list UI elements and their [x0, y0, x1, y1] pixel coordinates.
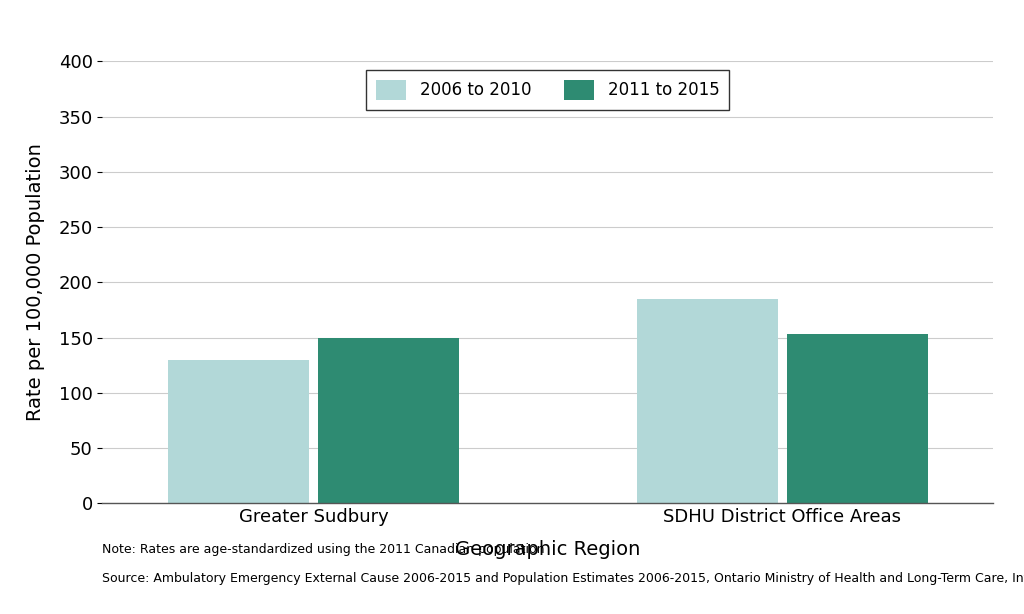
Text: Note: Rates are age-standardized using the 2011 Canadian population: Note: Rates are age-standardized using t…: [102, 543, 545, 556]
X-axis label: Geographic Region: Geographic Region: [455, 540, 641, 559]
Text: Source: Ambulatory Emergency External Cause 2006-2015 and Population Estimates 2: Source: Ambulatory Emergency External Ca…: [102, 572, 1024, 585]
Legend: 2006 to 2010, 2011 to 2015: 2006 to 2010, 2011 to 2015: [367, 70, 729, 110]
Bar: [787, 335, 928, 503]
Bar: [637, 299, 777, 503]
Y-axis label: Rate per 100,000 Population: Rate per 100,000 Population: [26, 144, 44, 421]
Bar: [318, 338, 459, 503]
Bar: [168, 360, 308, 503]
